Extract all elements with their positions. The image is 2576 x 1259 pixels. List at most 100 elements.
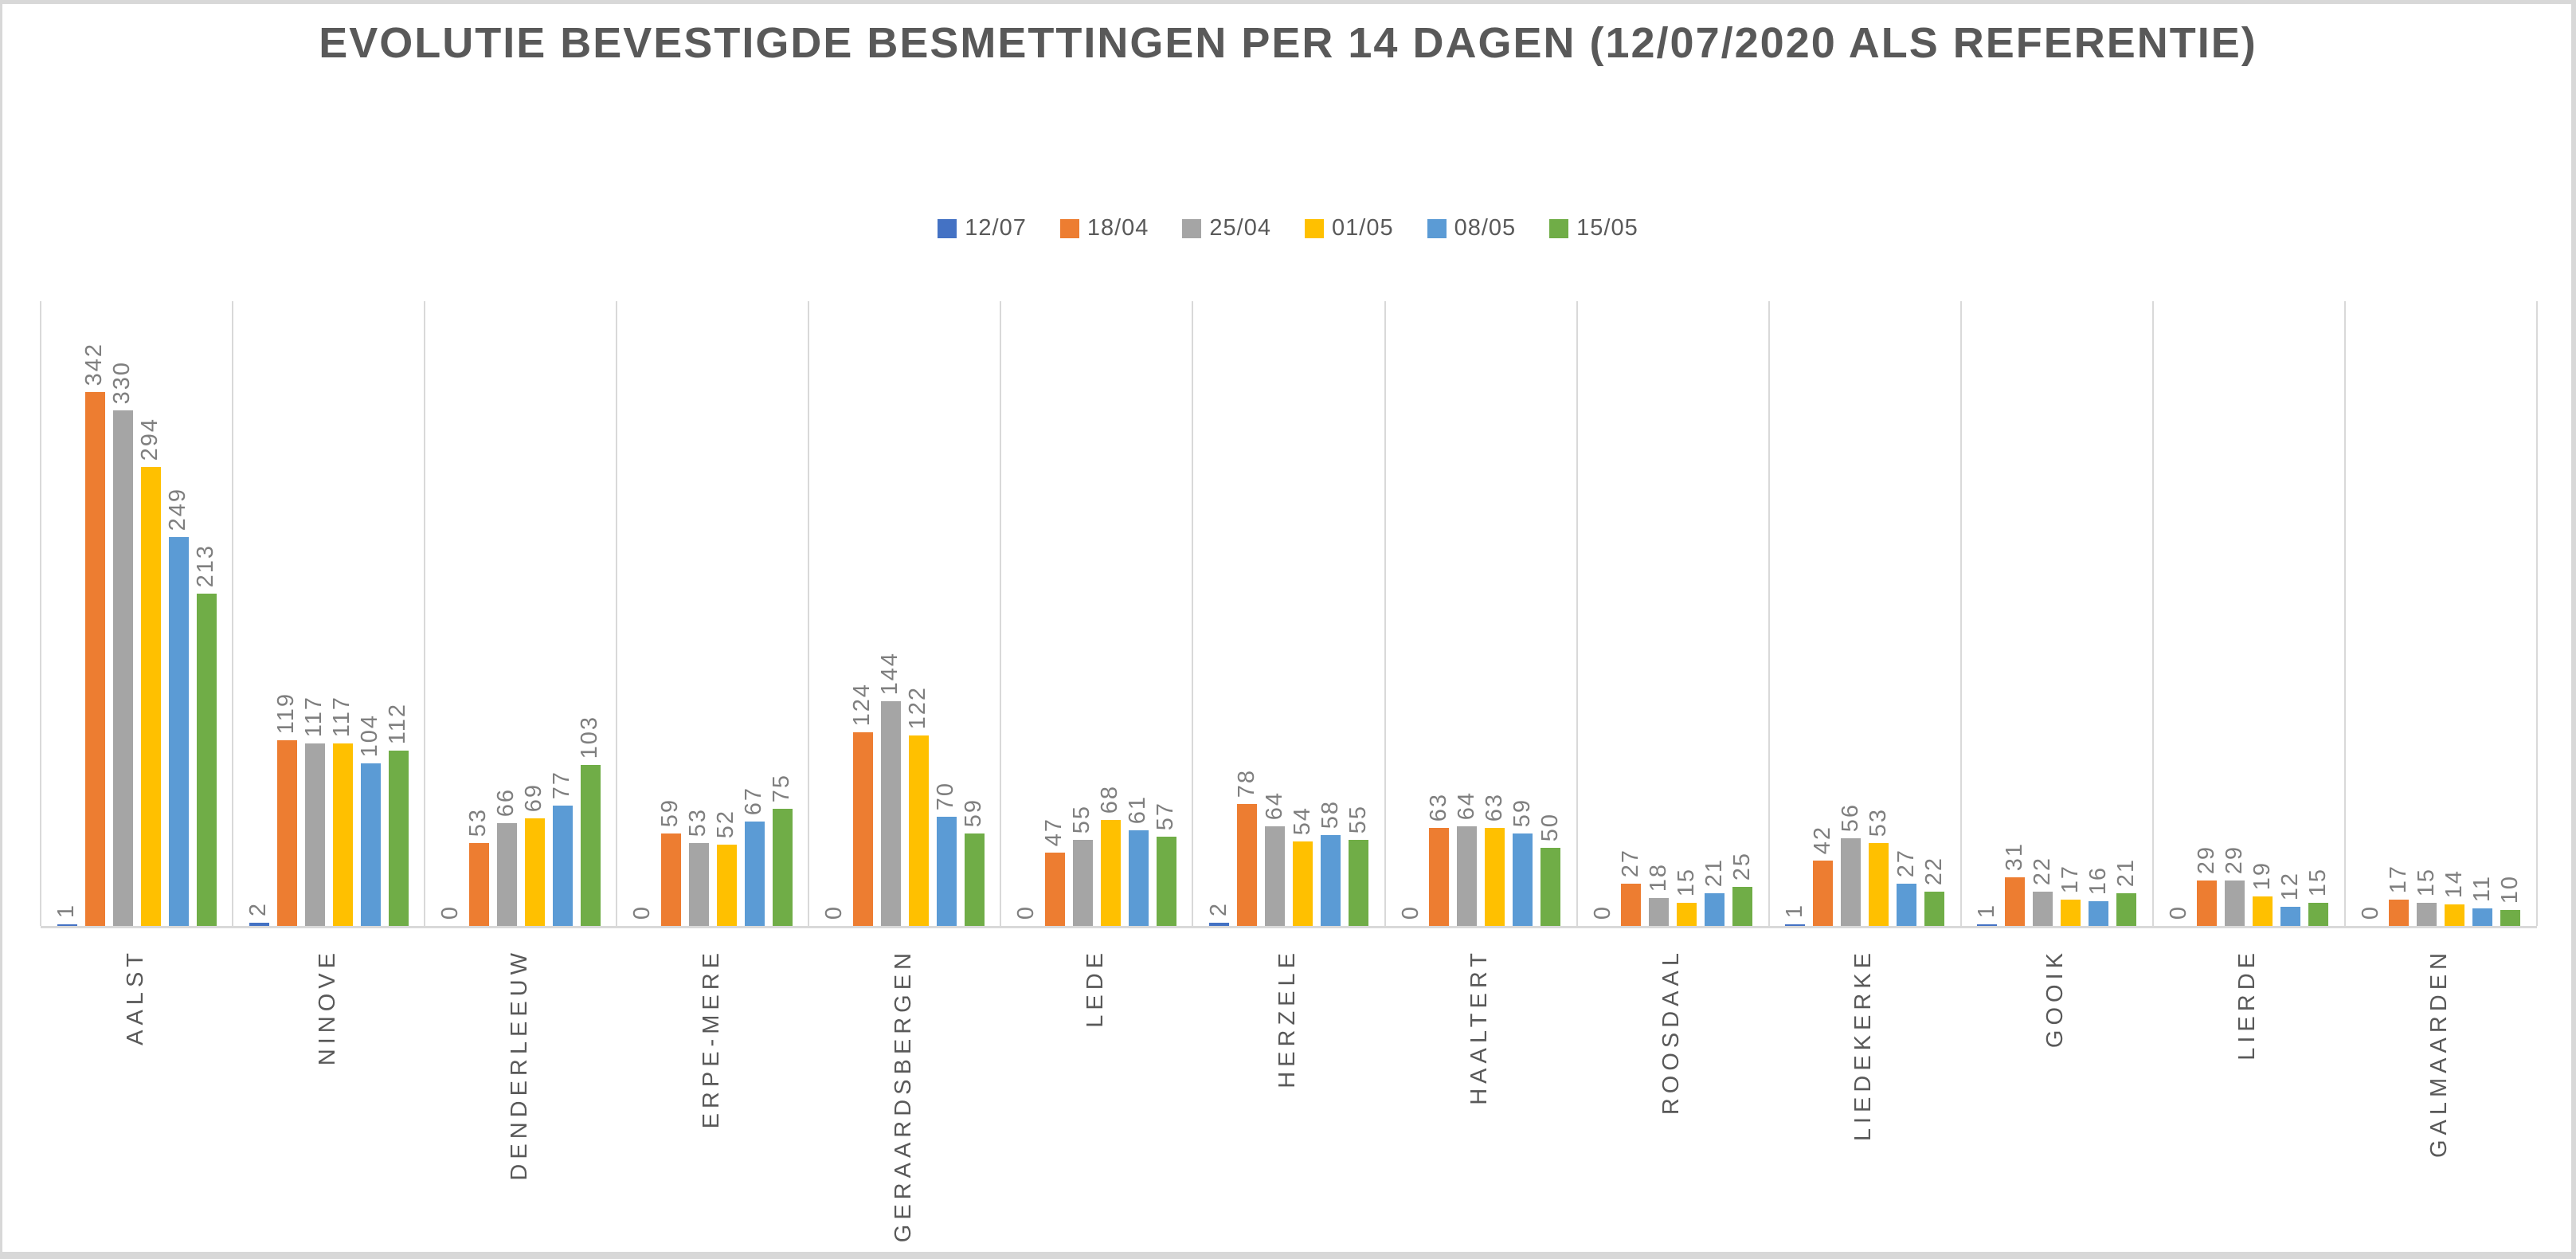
bar [1897,884,1917,926]
bar [1237,804,1257,926]
bar-label: 1 [53,903,80,918]
bar-label: 53 [685,807,711,837]
bar-label: 78 [1233,768,1259,798]
bar-label: 342 [81,342,108,386]
bar-label: 104 [357,713,383,757]
bar [1649,898,1670,926]
bar-label: 0 [821,904,848,920]
bar-label: 27 [1893,848,1919,877]
bar [1128,830,1149,926]
category-label: GERAARDSBERGEN [890,948,916,1243]
bar [2308,903,2329,926]
legend-swatch [1427,218,1447,238]
category-label: LEDE [1082,948,1108,1028]
bar-label: 31 [2001,841,2027,871]
bar-label: 55 [1069,804,1095,833]
bar [1977,924,1998,926]
bar-label: 117 [329,695,355,737]
bar [1869,843,1889,926]
category-label: ERPE-MERE [698,948,724,1129]
bar [1209,923,1229,926]
bar-label: 21 [1701,857,1727,887]
bar [1457,826,1478,926]
window-edge-top [0,0,2576,4]
bar-label: 53 [1865,807,1891,837]
bar [2005,877,2026,926]
window-edge-right [2571,0,2576,1259]
bar [524,818,545,926]
bar-label: 119 [273,692,299,734]
bar-label: 59 [961,798,987,827]
bar [1841,838,1862,926]
bar-label: 75 [769,773,795,802]
gridline [1000,301,1002,926]
bar [388,751,409,926]
bar-label: 0 [1397,904,1423,920]
bar-label: 0 [2357,904,2383,920]
legend-label: 25/04 [1209,215,1271,241]
gridline [1384,301,1386,926]
bar-label: 16 [2085,865,2111,895]
bar-label: 249 [165,487,191,531]
bar-label: 29 [2193,845,2219,874]
bar-label: 112 [385,702,411,744]
bar-label: 1 [1973,903,1999,918]
bar [1785,924,1806,926]
bar-label: 18 [1645,862,1671,892]
x-axis-line [41,926,2537,928]
bar [496,823,517,926]
bar-label: 17 [2057,864,2083,893]
gridline [1192,301,1194,926]
bar-label: 63 [1481,792,1507,822]
bar [304,743,325,926]
chart-title: EVOLUTIE BEVESTIGDE BESMETTINGEN PER 14 … [319,19,2257,67]
bar [2116,893,2137,926]
bar-label: 17 [2385,864,2411,893]
bar-label: 52 [713,809,739,838]
bar-label: 14 [2441,869,2467,898]
gridline [232,301,234,926]
bar-label: 54 [1289,806,1315,835]
bar-label: 0 [437,904,464,920]
bar-label: 10 [2496,874,2523,904]
gridline [1768,301,1770,926]
category-label: GALMAARDEN [2426,948,2453,1159]
bar [468,843,489,926]
bar [2417,903,2437,926]
bar-label: 1 [1781,903,1807,918]
bar [2197,881,2218,926]
bar [1513,833,1533,926]
legend-item: 15/05 [1549,215,1638,241]
bar-label: 68 [1097,784,1123,814]
bar [552,806,573,926]
legend-swatch [938,218,957,238]
bar-label: 15 [2413,867,2439,896]
bar [964,833,985,926]
category-label: HERZELE [1274,948,1300,1088]
bar-label: 22 [2029,856,2055,885]
category-label: LIERDE [2234,948,2261,1061]
category-label: LIEDEKERKE [1850,948,1877,1142]
bar-label: 0 [1589,904,1615,920]
bar-label: 330 [109,360,135,404]
bar-label: 59 [1509,798,1535,827]
bar [1924,892,1945,926]
bar [580,765,601,926]
bar-label: 122 [905,685,931,729]
bar-label: 2 [1205,901,1231,916]
bar [1621,884,1642,926]
legend-item: 18/04 [1059,215,1149,241]
legend-item: 25/04 [1182,215,1271,241]
bar-label: 55 [1345,804,1371,833]
category-label: NINOVE [314,948,340,1066]
bar-label: 47 [1041,817,1067,846]
bar [716,845,737,926]
bar-label: 66 [493,787,519,817]
bar [936,817,957,926]
bar [1541,848,1561,926]
bar [2389,900,2410,926]
bar-label: 19 [2249,861,2275,890]
bar [360,763,381,926]
bar-label: 0 [629,904,656,920]
